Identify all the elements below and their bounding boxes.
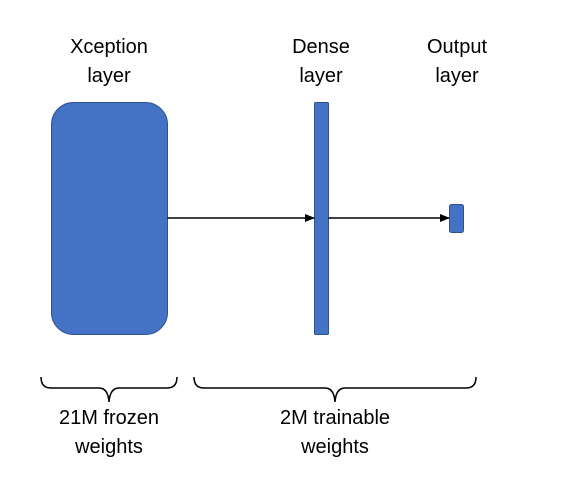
xception-label-line2: layer [87, 65, 131, 87]
frozen-brace [40, 376, 178, 403]
output-label-line2: layer [435, 65, 479, 87]
output-label-line1: Output [427, 36, 487, 58]
dense-block [314, 102, 329, 335]
xception-block [51, 102, 168, 335]
trainable-brace [193, 376, 477, 403]
output-block [449, 204, 464, 233]
trainable-label-line2: weights [300, 436, 369, 458]
dense-label-line2: layer [299, 65, 343, 87]
frozen-label-line1: 21M frozen [59, 407, 159, 429]
xception-label-line1: Xception [70, 36, 148, 58]
trainable-label-line1: 2M trainable [280, 407, 390, 429]
frozen-label-line2: weights [74, 436, 143, 458]
dense-label-line1: Dense [292, 36, 350, 58]
